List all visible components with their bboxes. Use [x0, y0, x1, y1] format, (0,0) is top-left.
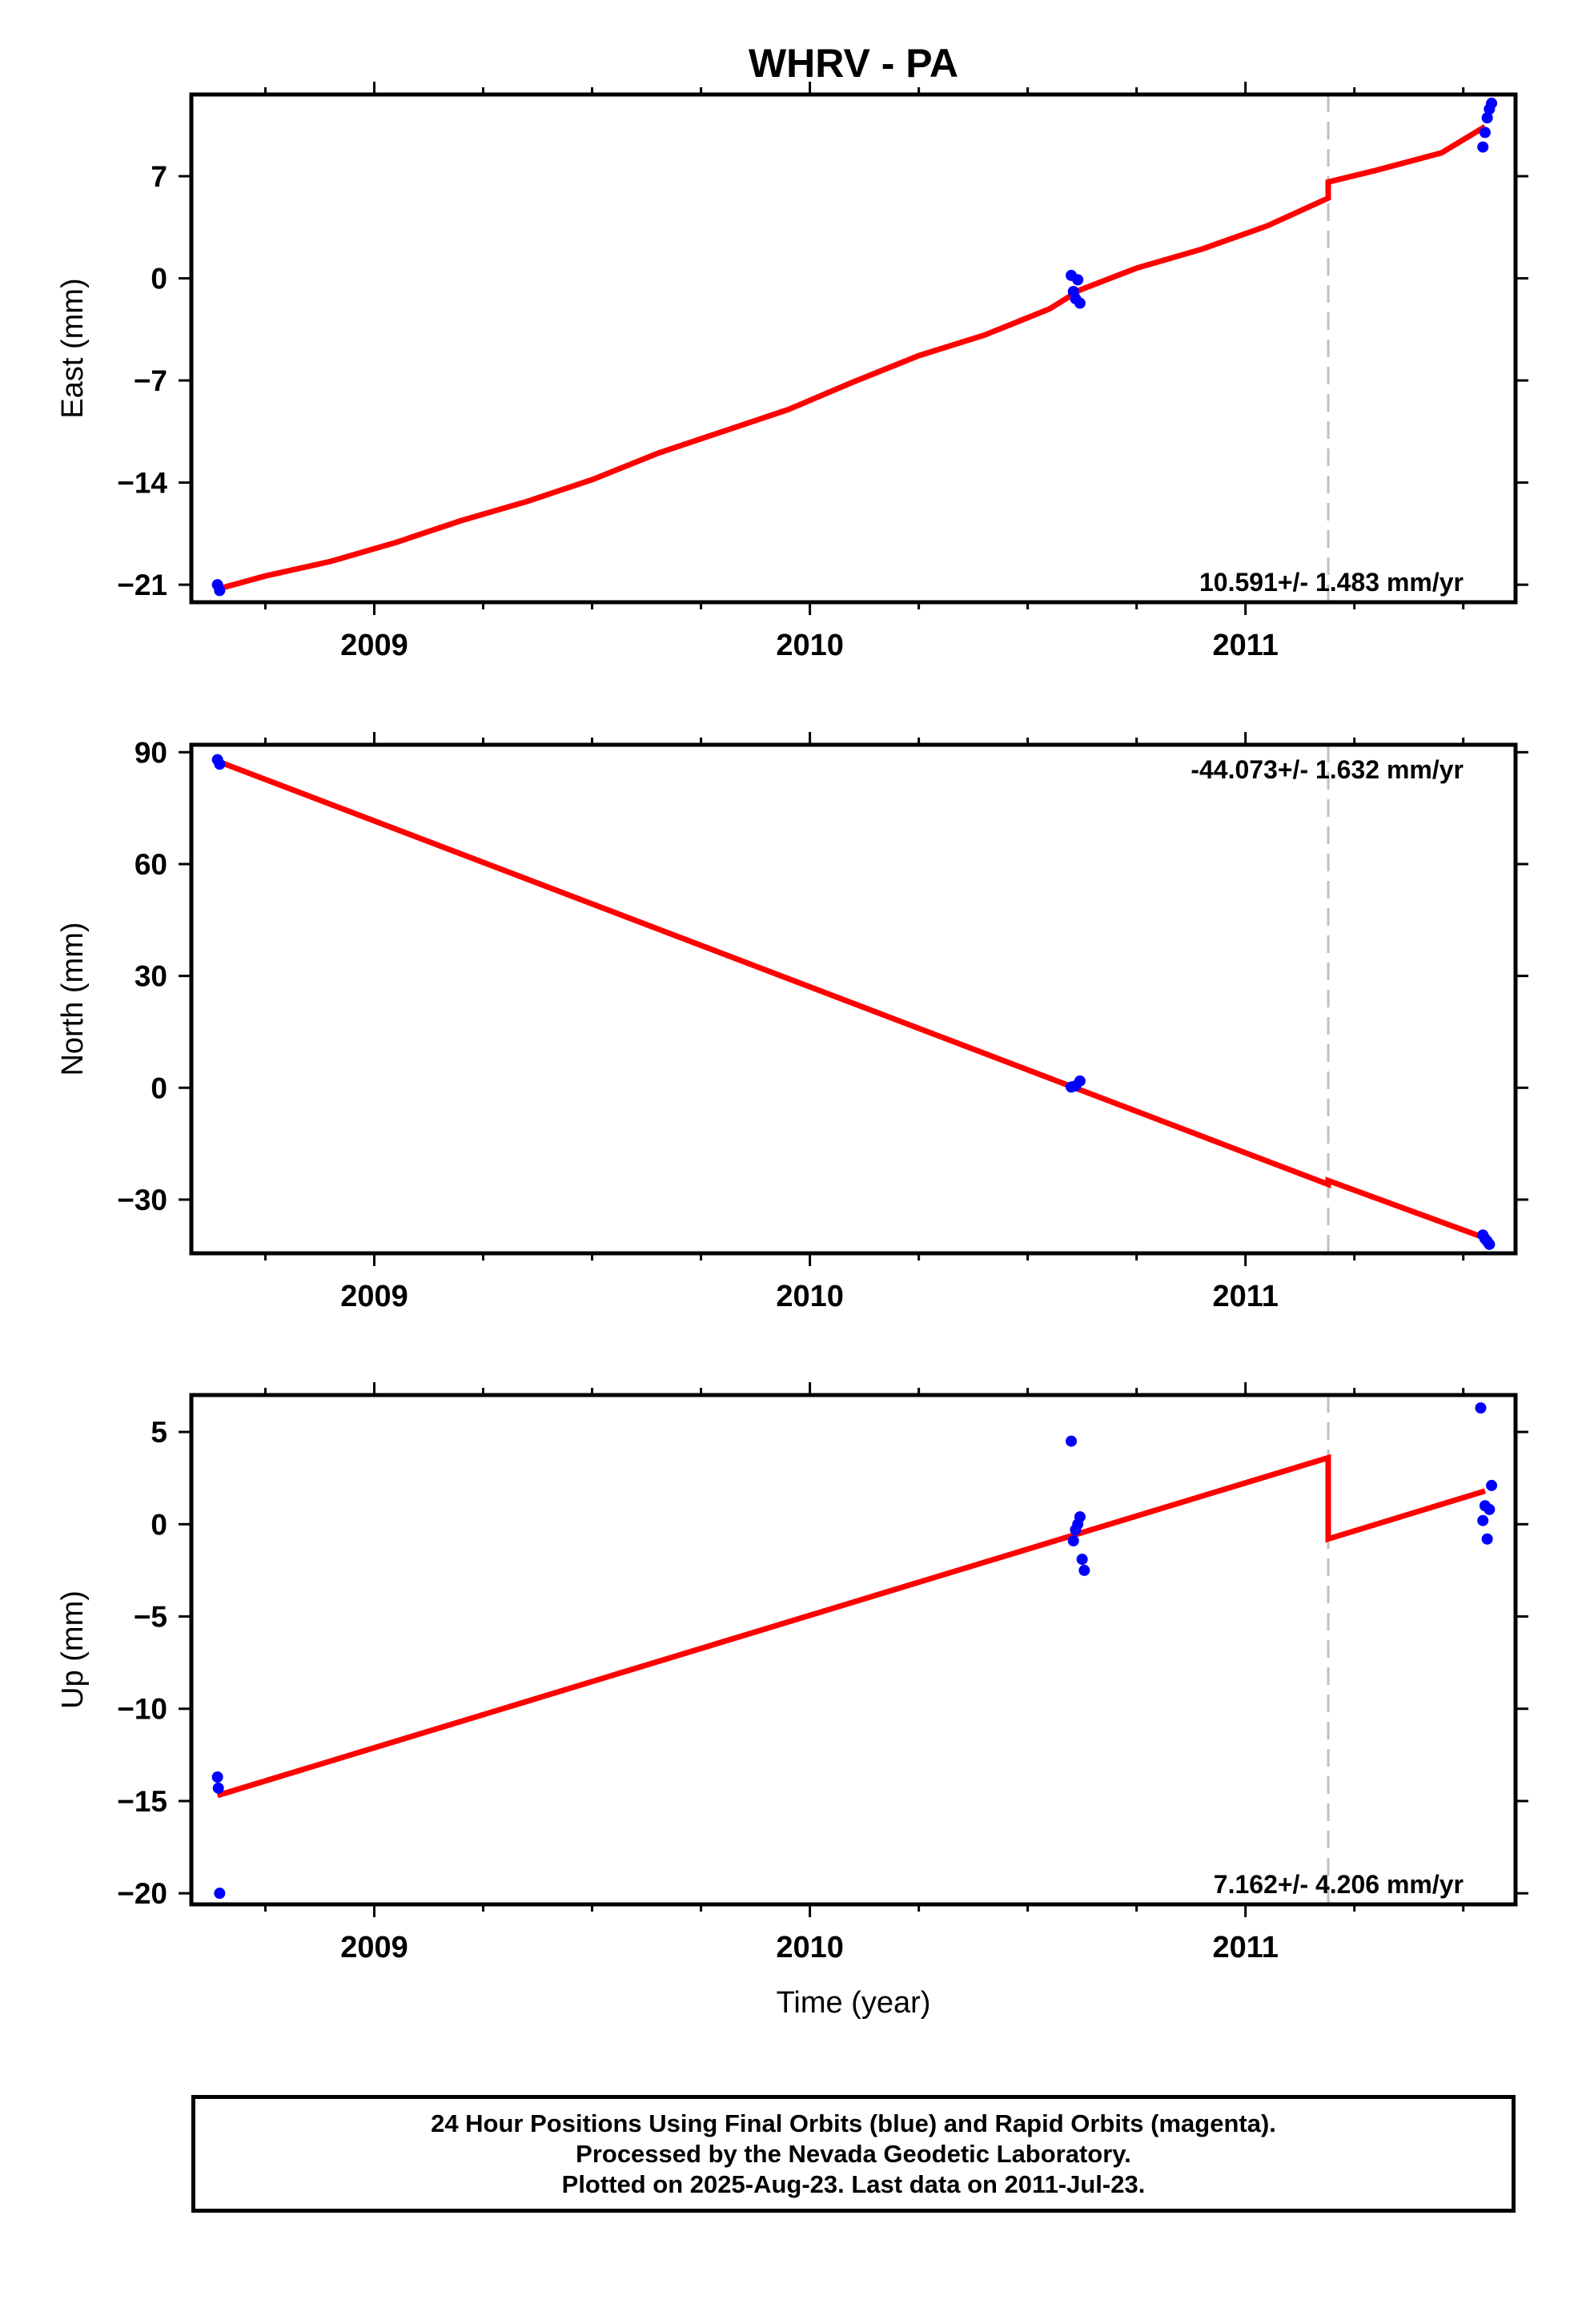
north-axes-frame	[189, 742, 1518, 1256]
east-data-point	[1477, 141, 1489, 153]
up-data-point	[1475, 1402, 1487, 1414]
up-x-tick-label: 2011	[1212, 1931, 1278, 1964]
up-axes-frame	[189, 1393, 1518, 1907]
east-data-point	[214, 585, 226, 597]
east-x-tick-label: 2011	[1212, 629, 1278, 662]
east-y-tick-label: 7	[151, 160, 167, 193]
up-x-tick-label: 2009	[340, 1931, 408, 1964]
up-data-point	[1067, 1535, 1079, 1547]
up-data-point	[1486, 1479, 1498, 1491]
chart-title: WHRV - PA	[749, 41, 958, 86]
panels-layer: 2009 2010 2011 −21 −14 −7 0 7 East (mm) 10.591+/-…	[56, 82, 1528, 1964]
up-y-tick-label: −5	[134, 1601, 167, 1634]
east-y-tick-label: −7	[134, 364, 167, 397]
up-y-tick-label: 5	[151, 1416, 167, 1449]
east-data-point	[1072, 274, 1084, 286]
north-y-axis-label: North (mm)	[56, 922, 90, 1076]
east-y-axis-label: East (mm)	[56, 278, 90, 418]
east-data-point	[1074, 297, 1086, 309]
up-y-tick-label: −20	[117, 1877, 167, 1910]
up-data-point	[1066, 1435, 1078, 1447]
panel-north: 2009 2010 2011 −30 0 30 60 90 North (mm) -44.073+…	[56, 732, 1528, 1313]
panel-up: 2009 2010 2011 −20 −15 −10 −5 0 5 Up (mm) 7.162+/-…	[56, 1382, 1528, 1964]
north-x-tick-label: 2010	[776, 1280, 844, 1313]
up-x-tick-label: 2010	[776, 1931, 844, 1964]
north-fit-line	[216, 758, 1487, 1241]
up-y-axis-label: Up (mm)	[56, 1590, 90, 1709]
up-fit-line	[216, 1454, 1486, 1799]
east-rate-annotation: 10.591+/- 1.483 mm/yr	[1199, 568, 1464, 597]
up-data-point	[212, 1782, 224, 1794]
up-y-tick-label: −10	[117, 1693, 167, 1726]
north-x-tick-label: 2011	[1212, 1280, 1278, 1313]
panel-east: 2009 2010 2011 −21 −14 −7 0 7 East (mm) 10.591+/-…	[56, 82, 1528, 662]
north-y-tick-label: 90	[135, 736, 167, 769]
up-data-point	[1484, 1503, 1496, 1515]
north-y-tick-label: 0	[151, 1072, 167, 1104]
up-y-tick-label: −15	[117, 1785, 167, 1818]
east-x-tick-label: 2009	[340, 629, 408, 662]
footer-note-box: 24 Hour Positions Using Final Orbits (bl…	[191, 2095, 1516, 2213]
east-axes-frame	[189, 92, 1518, 605]
east-y-tick-label: −21	[117, 569, 167, 601]
north-y-tick-label: −30	[117, 1184, 167, 1216]
north-data-point	[1074, 1075, 1086, 1087]
up-rate-annotation: 7.162+/- 4.206 mm/yr	[1214, 1870, 1464, 1899]
up-data-point	[1076, 1554, 1088, 1566]
x-axis-label: Time (year)	[777, 1986, 931, 2020]
north-y-tick-label: 30	[135, 960, 167, 993]
east-y-tick-label: 0	[151, 263, 167, 296]
up-data-point	[1481, 1533, 1493, 1545]
footer-line-orbits: 24 Hour Positions Using Final Orbits (bl…	[431, 2109, 1276, 2137]
north-x-tick-label: 2009	[340, 1280, 408, 1313]
up-data-point	[211, 1771, 223, 1783]
north-data-point	[1484, 1238, 1496, 1250]
east-data-point	[1481, 112, 1493, 124]
east-x-tick-label: 2010	[776, 629, 844, 662]
up-y-tick-label: 0	[151, 1508, 167, 1541]
footer-line-processor: Processed by the Nevada Geodetic Laborat…	[576, 2139, 1131, 2168]
east-fit-line	[216, 124, 1487, 592]
north-rate-annotation: -44.073+/- 1.632 mm/yr	[1191, 755, 1464, 784]
north-data-point	[214, 758, 226, 770]
east-data-point	[1486, 97, 1498, 109]
footer-line-dates: Plotted on 2025-Aug-23. Last data on 201…	[561, 2169, 1146, 2198]
up-data-point	[1078, 1564, 1090, 1576]
east-data-point	[1479, 127, 1491, 139]
east-y-tick-label: −14	[117, 467, 167, 500]
up-data-point	[214, 1888, 226, 1900]
north-y-tick-label: 60	[135, 848, 167, 881]
up-data-point	[1074, 1511, 1086, 1523]
up-data-point	[1477, 1514, 1489, 1526]
